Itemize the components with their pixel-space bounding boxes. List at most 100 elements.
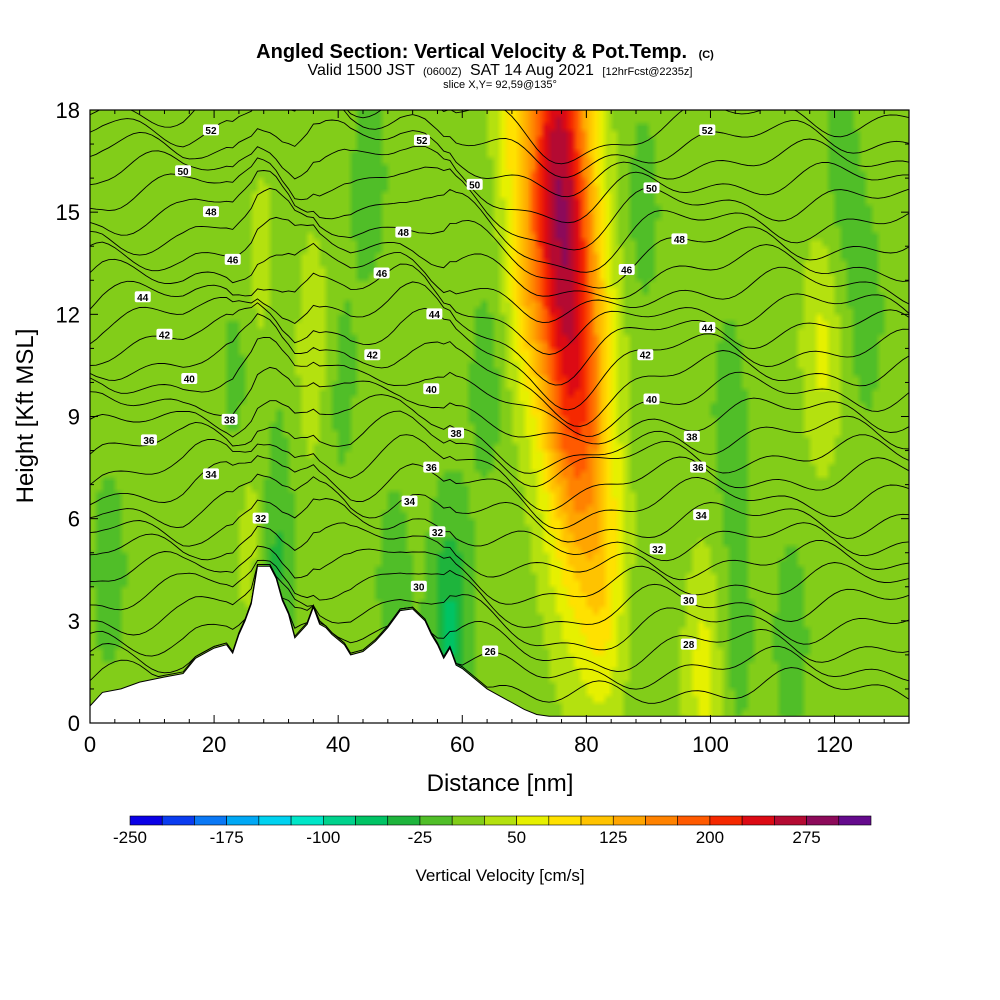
contour-label-bg — [181, 373, 198, 385]
y-tick-label: 18 — [56, 98, 80, 123]
colorbar-tick-label: 200 — [696, 828, 724, 847]
colorbar-tick-label: 50 — [507, 828, 526, 847]
theta-contour-line — [90, 545, 909, 605]
contour-label-bg — [410, 580, 427, 592]
theta-contour-line — [90, 313, 909, 427]
contour-label-bg — [221, 413, 238, 425]
colorbar-swatch — [323, 815, 356, 826]
contour-label: 50 — [469, 180, 481, 191]
contour-label-bg — [643, 182, 660, 194]
y-axis-label: Height [Kft MSL] — [12, 329, 39, 504]
contour-label-bg — [423, 383, 440, 395]
contour-label: 44 — [137, 293, 149, 304]
contour-label: 40 — [426, 385, 438, 396]
contour-label: 46 — [621, 266, 633, 277]
colorbar-swatch — [580, 815, 614, 826]
contour-label-bg — [680, 594, 697, 606]
contour-label: 26 — [485, 647, 497, 658]
title-block: Angled Section: Vertical Velocity & Pot.… — [256, 41, 714, 91]
colorbar-tick-label: -250 — [113, 828, 147, 847]
colorbar-swatch — [548, 815, 582, 826]
colorbar-swatch — [194, 815, 227, 826]
contour-label: 36 — [143, 436, 155, 447]
contour-label-bg — [202, 206, 219, 218]
colorbar-swatch — [355, 815, 389, 826]
contour-label: 36 — [692, 463, 704, 474]
contour-label-bg — [140, 434, 157, 446]
colorbar-swatch — [516, 815, 550, 826]
contour-label-bg — [690, 461, 707, 473]
contour-label: 32 — [255, 514, 267, 525]
contour-label-bg — [618, 264, 635, 276]
colorbar-title: Vertical Velocity [cm/s] — [415, 866, 584, 885]
x-tick-label: 40 — [326, 732, 350, 757]
contour-label-bg — [429, 526, 446, 538]
slice-label: slice X,Y= 92,59@135° — [443, 79, 557, 91]
contour-label: 32 — [432, 528, 444, 539]
theta-contour-line — [90, 410, 909, 487]
contour-label-bg — [134, 291, 151, 303]
contour-label: 32 — [652, 545, 664, 556]
contour-label-bg — [466, 178, 483, 190]
y-tick-label: 0 — [68, 711, 80, 736]
x-tick-label: 100 — [692, 732, 729, 757]
colorbar-tick-label: -25 — [408, 828, 433, 847]
theta-contours — [90, 110, 909, 704]
contour-label: 46 — [376, 269, 388, 280]
contour-label-bg — [224, 253, 241, 265]
chart-title-unit: (C) — [699, 49, 715, 61]
theta-contour-line — [90, 187, 909, 289]
colorbar-swatch — [419, 815, 453, 826]
contour-label-bg — [423, 461, 440, 473]
colorbar-swatch — [226, 815, 260, 826]
theta-contour-line — [90, 434, 909, 512]
contour-label-bg — [649, 543, 666, 555]
contour-label-bg — [482, 645, 499, 657]
theta-contour-line — [90, 559, 909, 628]
colorbar: -250 -175 -100 -25 50 125 200 275 — [113, 815, 872, 847]
contour-label: 42 — [159, 330, 171, 341]
subtitle-valid: Valid 1500 JST — [308, 62, 416, 79]
contour-label-bg — [699, 124, 716, 136]
x-tick-label: 120 — [816, 732, 853, 757]
x-tick-label: 60 — [450, 732, 474, 757]
y-tick-label: 15 — [56, 200, 80, 225]
colorbar-swatch — [451, 815, 485, 826]
contour-label: 38 — [686, 432, 698, 443]
subtitle-date: SAT 14 Aug 2021 — [470, 62, 594, 79]
contour-label-bg — [175, 165, 192, 177]
contour-label: 34 — [696, 511, 708, 522]
y-tick-label: 12 — [56, 302, 80, 327]
contour-label-bg — [643, 393, 660, 405]
contour-label: 34 — [404, 497, 416, 508]
contour-label-bg — [202, 468, 219, 480]
theta-contour-line — [90, 242, 909, 324]
theta-contour-line — [90, 498, 909, 562]
contour-label-bg — [637, 349, 654, 361]
colorbar-swatch — [806, 815, 840, 826]
colorbar-swatch — [741, 815, 775, 826]
contour-label-bg — [448, 427, 465, 439]
contour-label: 48 — [398, 228, 410, 239]
contour-label: 48 — [674, 235, 686, 246]
contour-label-bg — [671, 233, 688, 245]
colorbar-tick-label: -100 — [306, 828, 340, 847]
theta-contour-line — [90, 564, 909, 651]
x-axis-label: Distance [nm] — [427, 770, 574, 797]
subtitle-utc: (0600Z) — [423, 66, 462, 78]
x-tick-label: 80 — [574, 732, 598, 757]
contour-label-bg — [693, 509, 710, 521]
contour-label: 50 — [178, 167, 190, 178]
colorbar-swatch — [645, 815, 678, 826]
theta-contour-line — [90, 110, 909, 178]
contour-label: 52 — [702, 126, 714, 137]
contour-label: 52 — [205, 126, 217, 137]
theta-contour-line — [90, 119, 909, 198]
contour-label: 42 — [640, 351, 652, 362]
colorbar-tick-label: 275 — [792, 828, 820, 847]
theta-contour-line — [90, 281, 909, 386]
colorbar-swatch — [129, 815, 163, 826]
contour-label: 48 — [205, 208, 217, 219]
contour-labels: 52 52 52 50 50 50 48 48 48 46 46 46 44 44 44 42 42 42 40 40… — [134, 124, 716, 658]
